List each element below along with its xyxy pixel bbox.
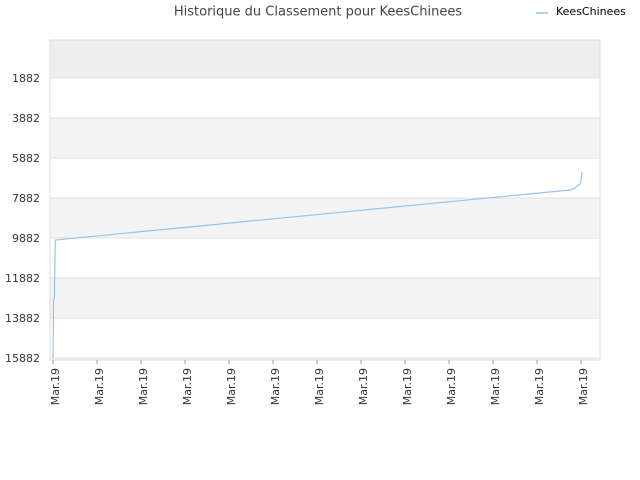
plot-band xyxy=(50,318,600,358)
x-tick-label: Mar.19 xyxy=(533,368,546,405)
x-tick-label: Mar.19 xyxy=(445,368,458,405)
y-tick-label: 15882 xyxy=(5,352,40,365)
x-tick-label: Mar.19 xyxy=(181,368,194,405)
x-tick-label: Mar.19 xyxy=(577,368,590,405)
y-tick-label: 13882 xyxy=(5,312,40,325)
y-tick-label: 9882 xyxy=(12,232,40,245)
x-tick-label: Mar.19 xyxy=(93,368,106,405)
x-tick-label: Mar.19 xyxy=(269,368,282,405)
plot-band xyxy=(50,238,600,278)
y-tick-label: 5882 xyxy=(12,152,40,165)
plot-band xyxy=(50,78,600,118)
x-tick-label: Mar.19 xyxy=(49,368,62,405)
data-line xyxy=(52,171,583,359)
y-tick-label: 7882 xyxy=(12,192,40,205)
y-tick-label: 3882 xyxy=(12,112,40,125)
x-tick-label: Mar.19 xyxy=(401,368,414,405)
plot-band xyxy=(50,118,600,158)
plot-band xyxy=(50,358,600,360)
plot-frame xyxy=(49,39,601,361)
x-tick-label: Mar.19 xyxy=(137,368,150,405)
chart-title: Historique du Classement pour KeesChinee… xyxy=(174,5,462,20)
x-tick-label: Mar.19 xyxy=(489,368,502,405)
legend-label: KeesChinees xyxy=(556,5,626,18)
x-tick-label: Mar.19 xyxy=(357,368,370,405)
plot-band xyxy=(50,40,600,78)
plot-band xyxy=(50,158,600,198)
x-tick-label: Mar.19 xyxy=(225,368,238,405)
x-tick-label: Mar.19 xyxy=(313,368,326,405)
y-tick-label: 11882 xyxy=(5,272,40,285)
y-tick-label: 1882 xyxy=(12,72,40,85)
plot-band xyxy=(50,278,600,318)
